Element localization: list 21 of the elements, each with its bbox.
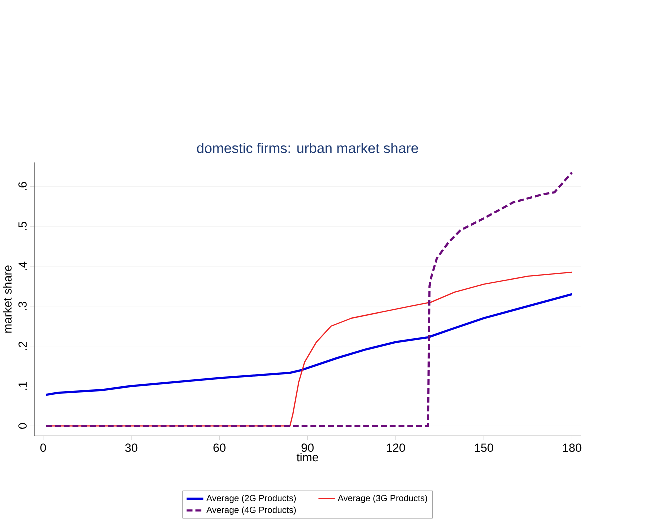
- y-axis-title: market share: [3, 265, 12, 333]
- x-tick-label: 150: [475, 444, 494, 452]
- x-tick-label: 120: [387, 444, 406, 452]
- y-tick-label: .2: [18, 342, 27, 350]
- x-tick-label: 30: [125, 444, 138, 452]
- chart-title: domestic firms: urban market share: [197, 142, 418, 154]
- legend-label: Average (2G Products): [206, 494, 296, 503]
- line-series: [45, 171, 574, 428]
- x-tick-label: 90: [302, 444, 314, 452]
- y-tick-label: .6: [18, 182, 27, 190]
- x-axis-title: time: [296, 452, 318, 462]
- y-tick-label: .4: [18, 262, 27, 270]
- x-tick-label: 0: [40, 444, 46, 452]
- y-tick-label: .5: [18, 222, 27, 230]
- y-tick-label: 0: [18, 423, 27, 429]
- y-tick-label: .1: [18, 382, 27, 390]
- x-tick-label: 60: [214, 444, 226, 452]
- x-tick-label: 180: [563, 444, 582, 452]
- legend-label: Average (3G Products): [338, 494, 428, 503]
- legend-label: Average (4G Products): [206, 506, 296, 515]
- y-tick-label: .3: [18, 302, 27, 310]
